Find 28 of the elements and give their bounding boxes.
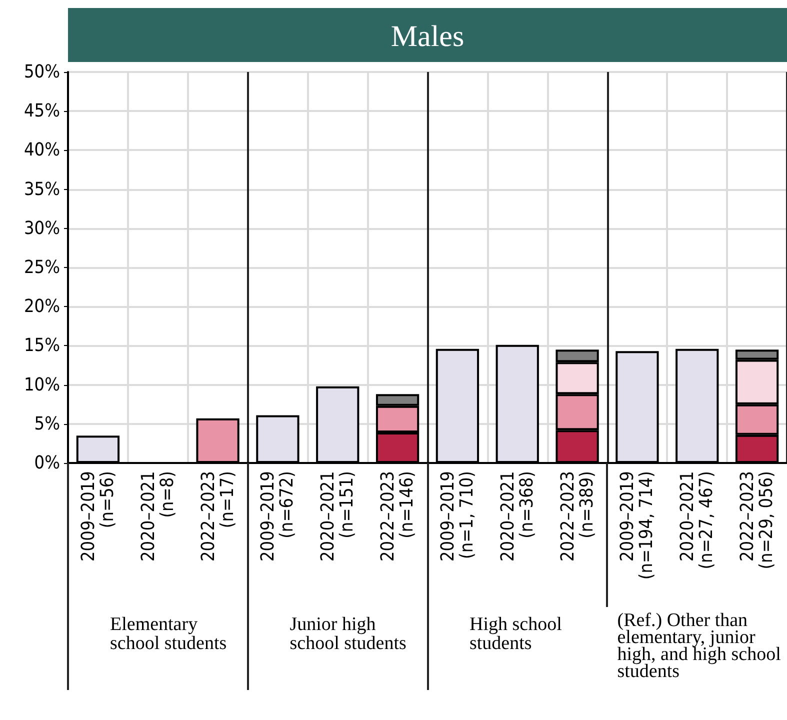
- x-tick-label: 2009–2019 (n=194, 714): [617, 471, 658, 580]
- x-tick-label: 2020–2021 (n=8): [138, 471, 178, 562]
- x-tick-label: 2020–2021 (n=151): [318, 471, 358, 562]
- y-tick-label: 30%: [24, 218, 60, 239]
- x-tick-label: 2009–2019 (n=1, 710): [437, 471, 478, 562]
- y-tick-label: 40%: [24, 140, 60, 161]
- y-tick-label: 15%: [24, 335, 60, 356]
- y-tick-label: 20%: [24, 296, 60, 318]
- chart-title: Males: [68, 8, 787, 62]
- x-tick-label: 2022–2023 (n=389): [557, 471, 598, 562]
- x-tick-label: 2009–2019 (n=672): [258, 471, 298, 562]
- text: High school students: [470, 614, 563, 654]
- x-tick-label: 2022–2023 (n=146): [378, 471, 418, 562]
- y-tick-label: 10%: [24, 374, 60, 396]
- y-tick-label: 50%: [24, 62, 60, 82]
- text: Elementary school students: [110, 614, 228, 654]
- x-tick-label: 2022–2023 (n=29, 056): [737, 471, 778, 570]
- x-tick-label: 2020–2021 (n=368): [497, 471, 538, 562]
- x-tick-label: 2020–2021 (n=27, 467): [677, 471, 718, 570]
- y-tick-label: 25%: [24, 257, 60, 278]
- x-tick-label: 2022–2023 (n=17): [198, 471, 238, 562]
- x-tick-label: 2009–2019 (n=56): [78, 471, 118, 562]
- y-tick-label: 0%: [34, 452, 60, 474]
- y-tick-label: 35%: [24, 178, 60, 200]
- y-tick-label: 45%: [24, 100, 60, 122]
- y-tick-label: 5%: [34, 413, 60, 434]
- text: (Ref.) Other than elementary, junior high, and high school students: [617, 610, 782, 682]
- text: Junior high school students: [290, 614, 408, 654]
